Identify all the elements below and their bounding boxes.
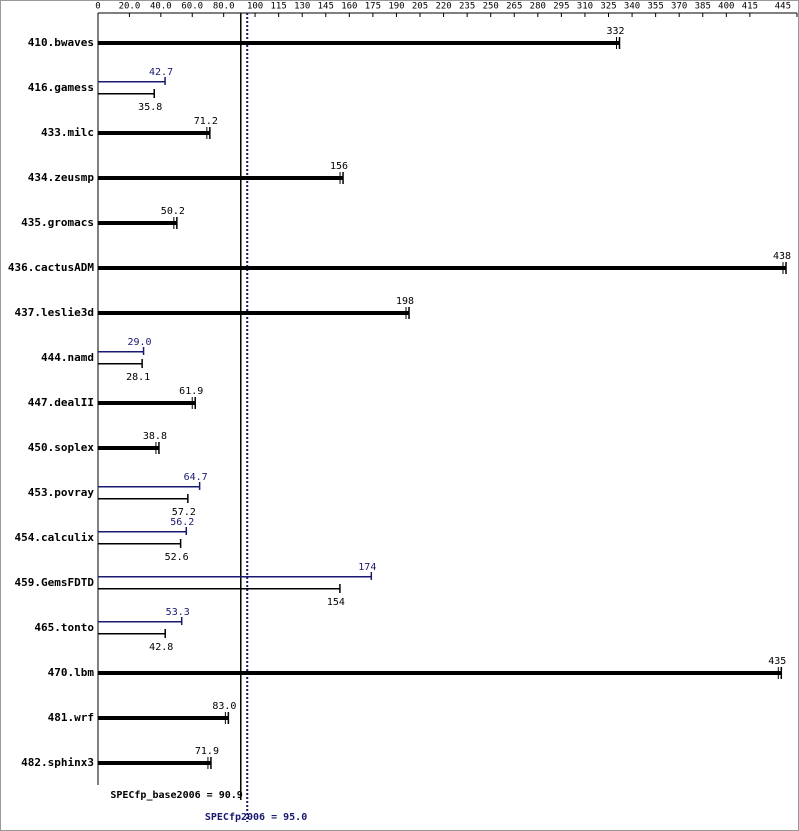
reference-label: SPECfp_base2006 = 90.9	[110, 790, 242, 801]
x-tick-label: 325	[600, 2, 616, 12]
category-label: 459.GemsFDTD	[15, 576, 95, 589]
value-label: 174	[358, 562, 376, 573]
category-label: 444.namd	[41, 351, 94, 364]
bar	[98, 588, 340, 590]
bar	[98, 633, 166, 635]
bar	[98, 543, 181, 545]
x-tick-label: 220	[435, 2, 451, 12]
bar	[98, 621, 182, 623]
value-label: 156	[330, 161, 348, 172]
x-tick-label: 295	[553, 2, 569, 12]
x-tick-label: 385	[695, 2, 711, 12]
category-label: 437.leslie3d	[15, 306, 94, 319]
bar	[98, 498, 188, 500]
bar	[98, 761, 211, 765]
x-tick-label: 175	[365, 2, 381, 12]
value-label: 28.1	[126, 372, 150, 383]
bar	[98, 363, 143, 365]
x-tick-label: 145	[318, 2, 334, 12]
bar	[98, 351, 144, 353]
category-label: 435.gromacs	[21, 216, 94, 229]
x-tick-label: 20.0	[119, 2, 141, 12]
value-label: 71.9	[195, 746, 219, 757]
value-label: 52.6	[165, 552, 189, 563]
bar	[98, 576, 372, 578]
category-label: 450.soplex	[28, 441, 95, 454]
bar	[98, 671, 782, 675]
value-label: 35.8	[138, 102, 162, 113]
bar	[98, 311, 410, 315]
x-tick-label: 115	[271, 2, 287, 12]
x-tick-label: 415	[742, 2, 758, 12]
value-label: 64.7	[184, 472, 208, 483]
bar	[98, 716, 229, 720]
bar	[98, 81, 166, 83]
x-tick-label: 250	[483, 2, 499, 12]
x-tick-label: 40.0	[150, 2, 172, 12]
x-tick-label: 160	[341, 2, 357, 12]
value-label: 50.2	[161, 206, 185, 217]
bar	[98, 446, 159, 450]
value-label: 332	[606, 26, 624, 37]
x-tick-label: 80.0	[213, 2, 235, 12]
value-label: 198	[396, 296, 414, 307]
bar	[98, 401, 196, 405]
x-tick-label: 400	[718, 2, 734, 12]
category-label: 465.tonto	[34, 621, 94, 634]
x-tick-label: 355	[647, 2, 663, 12]
value-label: 438	[773, 251, 791, 262]
value-label: 435	[768, 656, 786, 667]
category-label: 481.wrf	[48, 711, 94, 724]
x-tick-label: 190	[388, 2, 404, 12]
value-label: 83.0	[212, 701, 236, 712]
category-label: 433.milc	[41, 126, 94, 139]
category-label: 410.bwaves	[28, 36, 94, 49]
x-tick-label: 265	[506, 2, 522, 12]
value-label: 56.2	[170, 517, 194, 528]
category-label: 482.sphinx3	[21, 756, 94, 769]
value-label: 38.8	[143, 431, 167, 442]
x-tick-label: 235	[459, 2, 475, 12]
value-label: 57.2	[172, 507, 196, 518]
bar	[98, 531, 187, 533]
bar	[98, 221, 177, 225]
category-label: 434.zeusmp	[28, 171, 95, 184]
category-label: 453.povray	[28, 486, 95, 499]
category-label: 436.cactusADM	[8, 261, 94, 274]
bar	[98, 266, 787, 270]
x-tick-label: 280	[530, 2, 546, 12]
value-label: 154	[327, 597, 345, 608]
x-tick-label: 60.0	[181, 2, 203, 12]
x-tick-label: 130	[294, 2, 310, 12]
bar	[98, 41, 620, 45]
value-label: 71.2	[194, 116, 218, 127]
reference-label: SPECfp2006 = 95.0	[205, 812, 307, 823]
value-label: 53.3	[166, 607, 190, 618]
x-tick-label: 445	[775, 2, 791, 12]
category-label: 416.gamess	[28, 81, 94, 94]
x-tick-label: 310	[577, 2, 593, 12]
x-tick-label: 0	[95, 2, 100, 12]
value-label: 29.0	[128, 337, 152, 348]
bar	[98, 486, 200, 488]
value-label: 42.7	[149, 67, 173, 78]
x-tick-label: 340	[624, 2, 640, 12]
category-label: 470.lbm	[48, 666, 95, 679]
value-label: 61.9	[179, 386, 203, 397]
category-label: 447.dealII	[28, 396, 94, 409]
x-tick-label: 100	[247, 2, 263, 12]
bar	[98, 131, 210, 135]
x-tick-label: 205	[412, 2, 428, 12]
value-label: 42.8	[149, 642, 173, 653]
x-tick-label: 370	[671, 2, 687, 12]
category-label: 454.calculix	[15, 531, 95, 544]
bar	[98, 93, 155, 95]
bar	[98, 176, 344, 180]
